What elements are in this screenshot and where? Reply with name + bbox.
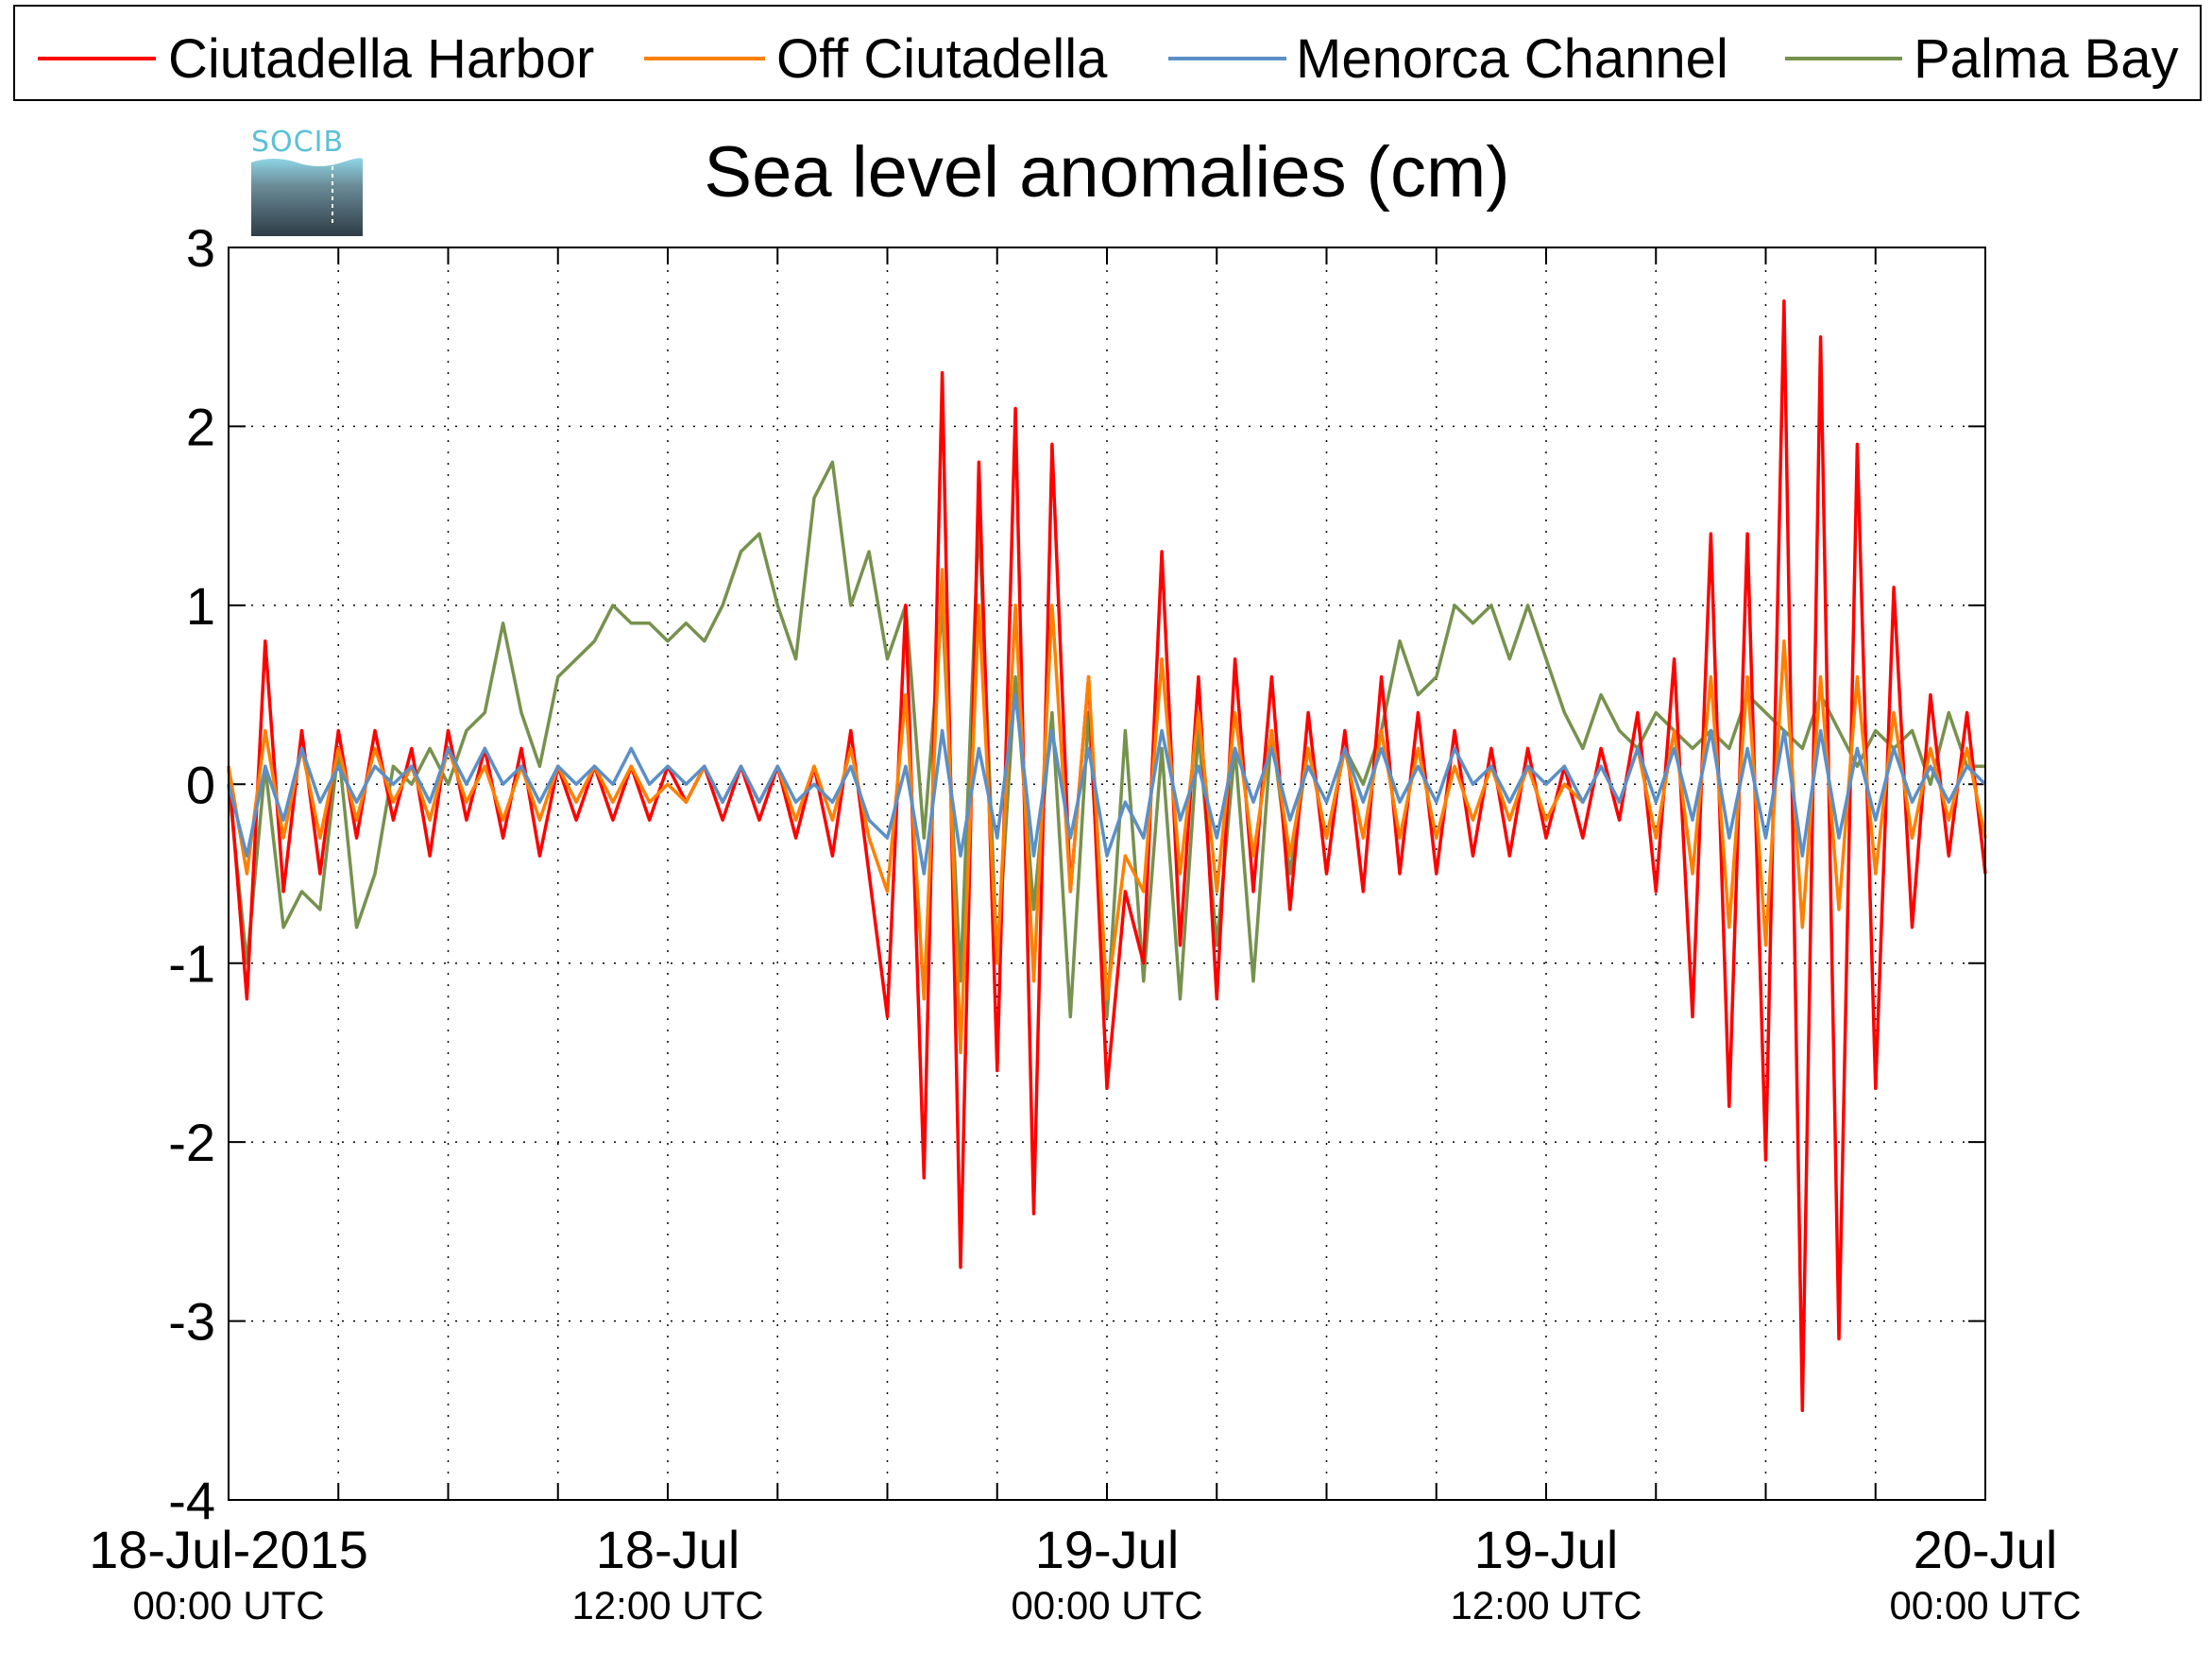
y-tick-label: -1 [168, 934, 215, 994]
x-tick-label-time: 12:00 UTC [571, 1583, 763, 1627]
x-tick-label-date: 20-Jul [1914, 1520, 2058, 1579]
legend-label-palma-bay: Palma Bay [1914, 28, 2178, 90]
y-tick-label: 0 [186, 755, 215, 814]
legend-entry-off-ciutadella: Off Ciutadella [644, 28, 1108, 90]
socib-logo: SOCIB [251, 126, 364, 236]
y-tick-label: 2 [186, 397, 215, 456]
series-line-ciutadella-harbor [227, 299, 1987, 1413]
chart-title: Sea level anomalies (cm) [704, 132, 1509, 213]
x-tick-label-date: 18-Jul-2015 [89, 1520, 368, 1579]
plot-frame [228, 247, 1986, 1501]
socib-logo-text: SOCIB [251, 126, 344, 159]
y-tick-label: 3 [186, 218, 215, 278]
y-tick-label: 1 [186, 576, 215, 636]
legend-label-menorca-channel: Menorca Channel [1296, 28, 1728, 90]
series-line-menorca-channel [227, 692, 1987, 876]
legend-box [13, 5, 2202, 101]
x-tick-label-date: 19-Jul [1474, 1520, 1619, 1579]
x-tick-label-time: 12:00 UTC [1450, 1583, 1642, 1627]
x-tick-label-date: 18-Jul [596, 1520, 740, 1579]
y-axis: -4 -3 -2 -1 0 1 2 3 [168, 218, 1985, 1530]
legend: Ciutadella Harbor Off Ciutadella Menorca… [13, 5, 2202, 101]
y-tick-label: -2 [168, 1113, 215, 1172]
x-tick-label-time: 00:00 UTC [132, 1583, 324, 1627]
legend-entry-palma-bay: Palma Bay [1785, 28, 2178, 90]
x-minor-ticks [228, 247, 1986, 1500]
x-tick-label-time: 00:00 UTC [1011, 1583, 1202, 1627]
legend-label-off-ciutadella: Off Ciutadella [776, 28, 1108, 90]
y-tick-label: -3 [168, 1292, 215, 1352]
x-tick-label-date: 19-Jul [1035, 1520, 1180, 1579]
legend-entry-menorca-channel: Menorca Channel [1168, 28, 1728, 90]
legend-label-ciutadella-harbor: Ciutadella Harbor [168, 28, 594, 90]
grid [229, 247, 1985, 1500]
x-tick-label-time: 00:00 UTC [1889, 1583, 2081, 1627]
y-tick-label: -4 [168, 1471, 215, 1530]
legend-entry-ciutadella-harbor: Ciutadella Harbor [38, 28, 594, 90]
series-line-palma-bay [227, 460, 1985, 1019]
series-lines [227, 299, 1987, 1413]
